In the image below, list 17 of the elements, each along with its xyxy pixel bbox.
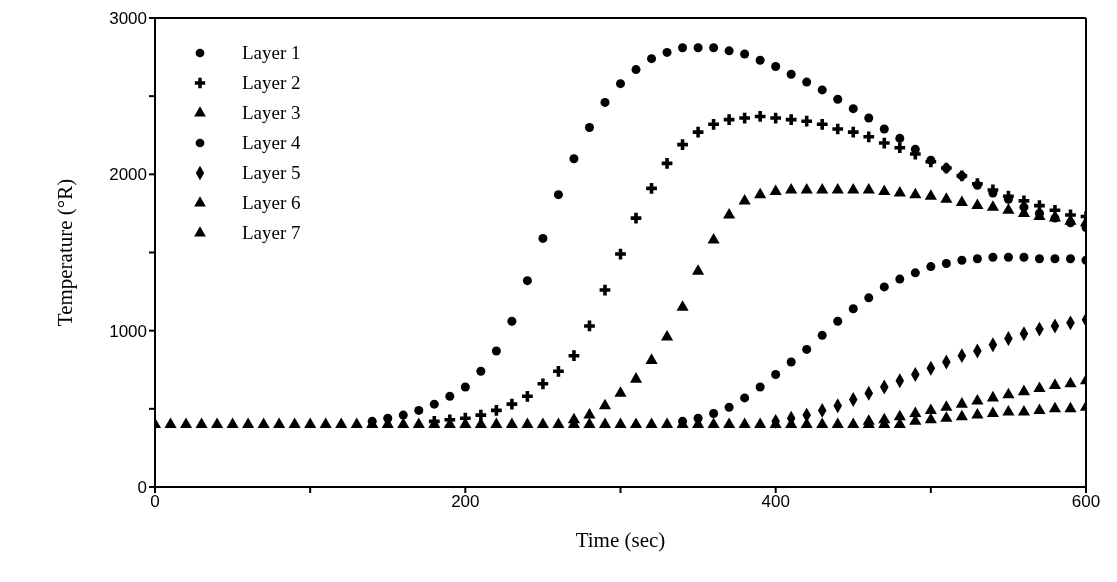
legend-label: Layer 7	[242, 222, 301, 244]
y-tick-label: 2000	[109, 165, 147, 185]
y-tick-label: 1000	[109, 321, 147, 341]
x-tick-label: 600	[1071, 492, 1101, 512]
x-axis-title: Time (sec)	[575, 528, 666, 552]
legend-label: Layer 2	[242, 72, 301, 94]
legend-label: Layer 5	[242, 162, 301, 184]
x-tick-label: 0	[150, 492, 160, 512]
y-axis-title: Temperature (°R)	[53, 178, 78, 327]
legend-label: Layer 6	[242, 192, 301, 214]
y-tick-label: 0	[137, 478, 147, 498]
legend-label: Layer 4	[242, 132, 301, 154]
legend-label: Layer 1	[242, 42, 301, 64]
x-tick-label: 200	[451, 492, 480, 512]
y-tick-label: 3000	[109, 9, 147, 29]
legend-label: Layer 3	[242, 102, 301, 124]
x-tick-label: 400	[761, 492, 790, 512]
